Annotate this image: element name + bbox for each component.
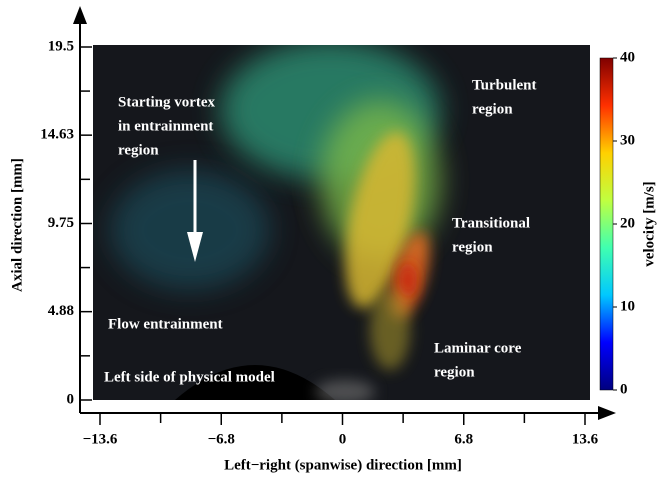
- colorbar-tick-label: 40: [620, 49, 635, 65]
- y-tick-label: 9.75: [48, 215, 74, 231]
- annotation: Turbulent: [472, 77, 536, 93]
- colorbar-tick-label: 0: [620, 381, 628, 397]
- y-tick-label: 0: [67, 391, 75, 407]
- annotation: region: [452, 239, 493, 255]
- chart: Left−right (spanwise) direction [mm] Axi…: [0, 0, 663, 479]
- annotation: Starting vortex: [118, 94, 216, 110]
- annotation: region: [434, 364, 475, 380]
- colorbar-label: velocity [m/s]: [641, 181, 657, 266]
- y-axis-arrow: [73, 6, 87, 24]
- annotation: in entrainment: [118, 118, 213, 134]
- x-axis-arrow: [598, 406, 616, 420]
- colorbar-tick-label: 30: [620, 132, 635, 148]
- annotation: Transitional: [452, 215, 530, 231]
- x-tick-label: −6.8: [208, 431, 235, 447]
- y-tick-label: 14.63: [40, 127, 74, 143]
- x-tick-label: 0: [339, 431, 347, 447]
- colorbar-tick-label: 20: [620, 215, 635, 231]
- annotation: Left side of physical model: [104, 369, 275, 385]
- annotation: Flow entrainment: [108, 316, 223, 332]
- colorbar: [600, 58, 613, 390]
- colorbar-tick-label: 10: [620, 298, 635, 314]
- x-tick-label: 13.6: [572, 431, 599, 447]
- x-axis-label: Left−right (spanwise) direction [mm]: [224, 457, 462, 473]
- y-tick-label: 4.88: [48, 303, 74, 319]
- x-tick-label: −13.6: [83, 431, 118, 447]
- y-tick-label: 19.5: [48, 38, 74, 54]
- y-axis-label: Axial direction [mm]: [9, 158, 25, 292]
- annotation: region: [472, 101, 513, 117]
- annotation: Laminar core: [434, 340, 522, 356]
- annotation: region: [118, 142, 159, 158]
- x-tick-label: 6.8: [454, 431, 473, 447]
